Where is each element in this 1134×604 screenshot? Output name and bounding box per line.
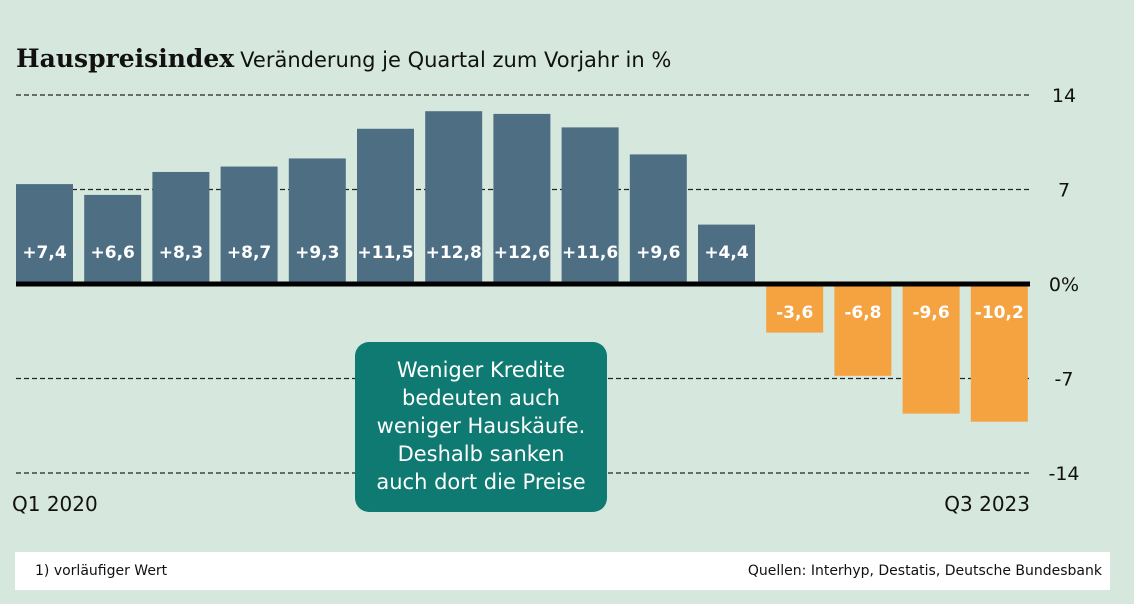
bar [629, 154, 687, 284]
bar-value-label: +12,8 [426, 243, 482, 263]
footnote: 1) vorläufiger Wert [35, 563, 168, 579]
x-end-label: Q3 2023 [944, 492, 1030, 516]
bar-value-label: -6,8 [844, 303, 881, 323]
bar-value-label: -10,2 [975, 303, 1024, 323]
callout-line: auch dort die Preise [376, 470, 586, 494]
bar-value-label: -3,6 [776, 303, 813, 323]
bar-value-label: +8,3 [159, 243, 203, 263]
y-tick-label: 0% [1049, 274, 1079, 296]
y-tick-label: -14 [1048, 463, 1079, 485]
bar [561, 127, 619, 285]
bar [288, 158, 346, 284]
y-tick-label: -7 [1055, 369, 1074, 391]
bar [425, 111, 483, 284]
callout-line: Weniger Kredite [396, 358, 566, 382]
bar [220, 166, 278, 284]
bar-value-label: +8,7 [227, 243, 271, 263]
bar [698, 224, 755, 284]
bar-value-label: +12,6 [494, 243, 550, 263]
bar-value-label: -9,6 [913, 303, 950, 323]
y-tick-label: 14 [1052, 85, 1076, 107]
x-start-label: Q1 2020 [12, 492, 98, 516]
bar [970, 284, 1028, 422]
bar [493, 113, 551, 285]
bar-value-label: +9,3 [295, 243, 339, 263]
bar [84, 194, 142, 284]
callout-line: bedeuten auch [402, 386, 560, 410]
bar [902, 284, 960, 414]
callout-line: Deshalb sanken [397, 442, 565, 466]
sources: Quellen: Interhyp, Destatis, Deutsche Bu… [747, 563, 1102, 579]
bar-value-label: +9,6 [636, 243, 680, 263]
bar [357, 128, 414, 284]
bar-value-label: +11,6 [562, 243, 618, 263]
bar [766, 284, 824, 333]
chart-title: Hauspreisindex Veränderung je Quartal zum… [16, 44, 671, 73]
chart-subtitle: Veränderung je Quartal zum Vorjahr in % [240, 48, 672, 72]
callout-box: Weniger Kredite bedeuten auch weniger Ha… [355, 342, 607, 512]
callout-line: weniger Hauskäufe. [376, 414, 586, 438]
footer: 1) vorläufiger Wert Quellen: Interhyp, D… [15, 552, 1110, 590]
bar [152, 171, 210, 284]
title-main: Hauspreisindex [16, 44, 235, 73]
bar-value-label: +4,4 [704, 243, 749, 263]
bar-value-label: +6,6 [91, 243, 135, 263]
bar [834, 284, 892, 376]
y-tick-label: 7 [1058, 180, 1070, 202]
bar [16, 184, 73, 284]
bar-value-label: +11,5 [357, 243, 413, 263]
bar-value-label: +7,4 [22, 243, 67, 263]
